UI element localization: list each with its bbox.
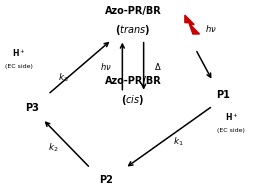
Text: ($\it{trans}$): ($\it{trans}$) [115, 23, 151, 37]
Text: $h\nu$: $h\nu$ [205, 23, 217, 34]
Polygon shape [185, 15, 200, 34]
FancyArrowPatch shape [129, 108, 210, 166]
Text: P1: P1 [217, 90, 230, 99]
Text: ($\it{cis}$): ($\it{cis}$) [121, 93, 145, 107]
FancyArrowPatch shape [142, 43, 146, 88]
FancyArrowPatch shape [197, 52, 211, 77]
FancyArrowPatch shape [120, 44, 124, 90]
Text: P3: P3 [25, 103, 39, 113]
Text: $k_2$: $k_2$ [48, 141, 59, 154]
FancyArrowPatch shape [50, 43, 108, 93]
Text: $\Delta$: $\Delta$ [154, 61, 162, 72]
Text: Azo-PR/BR: Azo-PR/BR [105, 6, 161, 16]
Text: $h\nu$: $h\nu$ [100, 61, 112, 72]
Text: H$^+$: H$^+$ [12, 47, 25, 59]
Text: (EC side): (EC side) [218, 128, 245, 133]
Text: (EC side): (EC side) [5, 64, 32, 69]
Text: $k_1$: $k_1$ [173, 136, 184, 148]
FancyArrowPatch shape [46, 122, 89, 166]
Text: Azo-PR/BR: Azo-PR/BR [105, 76, 161, 86]
Text: H$^+$: H$^+$ [225, 111, 238, 123]
Text: P2: P2 [99, 175, 113, 184]
Text: $k_3$: $k_3$ [59, 71, 69, 84]
